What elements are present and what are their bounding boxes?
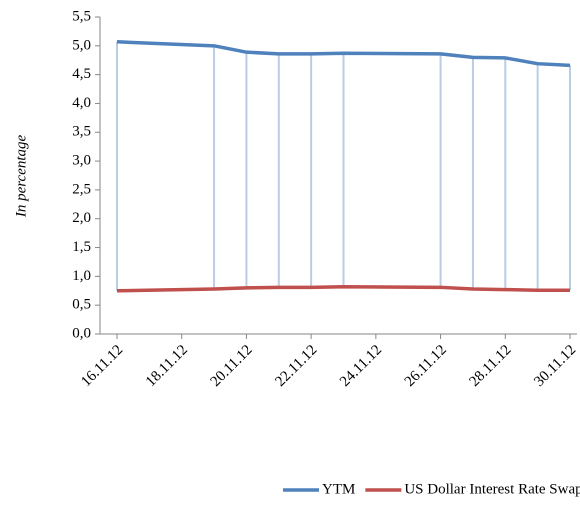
- legend-label: US Dollar Interest Rate Swap - 5Y: [404, 481, 580, 497]
- series-line: [116, 40, 571, 68]
- x-tick-label: 22.11.12: [272, 342, 320, 390]
- x-tick-label: 20.11.12: [208, 342, 256, 390]
- y-axis-label: In percentage: [13, 134, 29, 218]
- y-tick-label: 0,0: [72, 325, 91, 341]
- y-tick-label: 5,5: [72, 8, 91, 24]
- legend-label: YTM: [322, 481, 355, 497]
- y-tick-label: 1,0: [72, 268, 91, 284]
- y-tick-label: 1,5: [72, 239, 91, 255]
- y-tick-label: 4,0: [72, 95, 91, 111]
- y-tick-label: 3,5: [72, 124, 91, 140]
- y-tick-label: 2,5: [72, 181, 91, 197]
- y-tick-label: 3,0: [72, 153, 91, 169]
- x-tick-label: 30.11.12: [531, 342, 579, 390]
- series-line: [116, 284, 570, 293]
- y-tick-label: 0,5: [72, 297, 91, 313]
- x-tick-label: 18.11.12: [143, 342, 191, 390]
- x-tick-label: 16.11.12: [78, 342, 126, 390]
- y-tick-label: 2,0: [72, 210, 91, 226]
- y-tick-label: 5,0: [72, 37, 91, 53]
- y-tick-label: 4,5: [72, 66, 91, 82]
- x-tick-label: 28.11.12: [466, 342, 514, 390]
- x-tick-label: 26.11.12: [402, 342, 450, 390]
- x-tick-label: 24.11.12: [337, 342, 385, 390]
